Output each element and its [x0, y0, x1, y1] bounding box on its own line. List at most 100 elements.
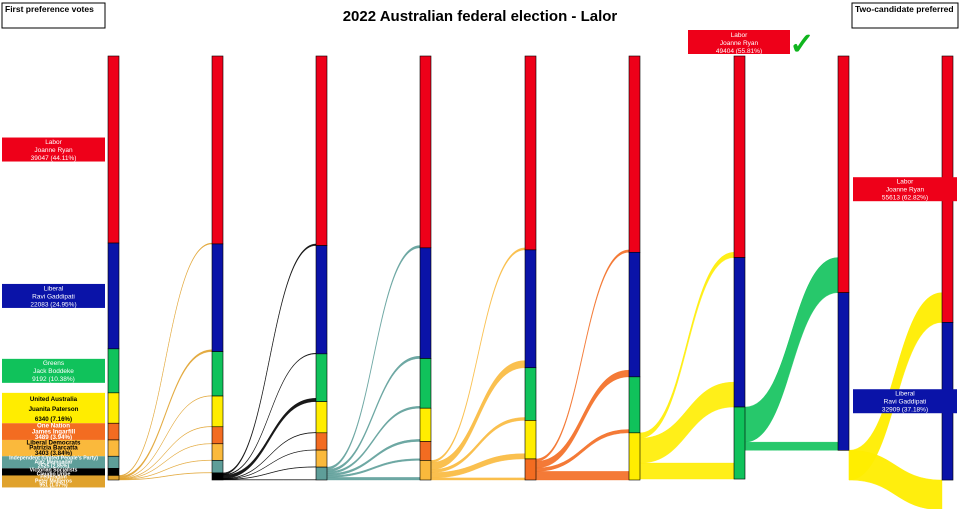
candidate-party: Liberal — [44, 285, 64, 292]
bar-segment-5-2 — [628, 376, 641, 434]
bar-segment-2-2 — [315, 353, 328, 402]
candidate-name: James Ingarfill — [32, 428, 76, 435]
bar-segment-4-4 — [524, 458, 537, 481]
bar-segment-1-4 — [211, 426, 224, 445]
bar-segment-1-3 — [211, 395, 224, 428]
flow-3-5 — [326, 477, 421, 481]
bar-segment-0-5 — [107, 439, 120, 457]
candidate-votes: 3489 (3.94%) — [35, 434, 72, 441]
bar-segment-2-1 — [315, 245, 328, 355]
tcp-name: Ravi Gaddipati — [884, 399, 927, 406]
candidate-votes: 9192 (10.38%) — [32, 376, 75, 383]
checkmark-icon: ✓ — [789, 28, 814, 61]
bar-segment-7-1 — [837, 292, 850, 451]
left-heading-box — [1, 2, 106, 29]
bar-segment-0-0 — [107, 55, 120, 244]
flow-1-2 — [118, 395, 213, 479]
flow-layer — [118, 242, 943, 509]
candidate-name: Ravi Gaddipati — [32, 293, 75, 300]
winner-callout-party: Labor — [731, 32, 748, 39]
left-heading: First preference votes — [5, 4, 94, 14]
candidate-label-box — [2, 137, 105, 162]
bar-segment-2-5 — [315, 449, 328, 468]
candidate-party: Labor — [45, 139, 62, 146]
bar-segment-1-6 — [211, 460, 224, 474]
candidate-votes: 3403 (3.84%) — [35, 450, 72, 457]
winner-callout-box — [688, 30, 790, 54]
bar-segment-0-8 — [107, 475, 120, 481]
tcp-name: Joanne Ryan — [886, 187, 925, 194]
candidate-votes: 951 (1.07%) — [39, 483, 68, 489]
tcp-votes: 32909 (37.18%) — [882, 407, 928, 414]
bar-segment-2-4 — [315, 432, 328, 451]
candidate-party: One Nation — [37, 423, 70, 430]
bar-segment-5-3 — [628, 432, 641, 481]
bar-segment-0-3 — [107, 392, 120, 424]
flow-3-1 — [326, 355, 421, 472]
bar-segment-3-2 — [419, 358, 432, 409]
tcp-party: Labor — [897, 179, 914, 186]
bar-segment-1-2 — [211, 351, 224, 397]
bar-segment-0-2 — [107, 348, 120, 394]
bar-segment-1-1 — [211, 243, 224, 352]
candidate-label-3: United Australia Juanita Paterson 6340 (7.… — [2, 392, 105, 424]
candidate-label-box — [2, 456, 105, 469]
candidate-label-box — [2, 358, 105, 383]
bar-segment-6-2 — [733, 406, 746, 480]
bar-segment-3-0 — [419, 55, 432, 249]
bar-segment-1-0 — [211, 55, 224, 245]
bar-segment-0-1 — [107, 242, 120, 350]
candidate-name: Ajaz Mamoadar — [34, 460, 72, 466]
flow-2-1 — [222, 352, 317, 476]
tcp-label-box — [853, 389, 957, 414]
flow-1-3 — [118, 426, 213, 480]
bar-segment-4-1 — [524, 249, 537, 369]
chart-title: 2022 Australian federal election - Lalor — [343, 8, 618, 25]
candidate-votes: 2525 (2.85%) — [38, 464, 69, 470]
bar-segment-1-5 — [211, 443, 224, 461]
flow-final-tcp-lib — [848, 450, 943, 509]
flow-4-0 — [430, 247, 526, 463]
flow-1-1 — [118, 349, 213, 479]
bar-segment-4-2 — [524, 367, 537, 421]
candidate-label-box — [2, 423, 105, 440]
candidate-label-6: Independent (United People's Party)Ajaz … — [2, 455, 105, 470]
winner-callout-votes: 49404 (55.81%) — [716, 48, 762, 55]
bar-segment-4-3 — [524, 420, 537, 460]
flow-3-2 — [326, 406, 421, 474]
candidate-label-box — [2, 439, 105, 457]
tcp-party: Liberal — [895, 391, 915, 398]
right-heading-box — [851, 2, 959, 29]
flow-5-0 — [535, 249, 630, 462]
bar-segment-4-0 — [524, 55, 537, 251]
flow-7-0 — [744, 257, 839, 443]
right-heading: Two-candidate preferred — [855, 4, 954, 14]
bar-segment-3-3 — [419, 407, 432, 442]
candidate-label-box — [2, 392, 105, 424]
candidate-party: Federation — [40, 475, 67, 481]
bar-segment-5-1 — [628, 251, 641, 378]
flow-3-0 — [326, 245, 421, 470]
candidate-party: Liberal Democrats — [27, 439, 82, 446]
candidate-party: Independent (United People's Party) — [9, 455, 98, 461]
candidate-party: Greens — [43, 360, 65, 367]
candidate-votes: 6340 (7.16%) — [35, 416, 72, 423]
candidate-name: Peter Mallieros — [35, 479, 72, 485]
candidate-label-box — [2, 475, 105, 488]
flow-6-2 — [639, 462, 735, 480]
tcp-votes: 55613 (62.82%) — [882, 195, 928, 202]
bar-segment-1-7 — [211, 472, 224, 481]
bar-segment-5-0 — [628, 55, 641, 253]
bar-segment-6-0 — [733, 55, 746, 258]
candidate-name: Claudio Uribe — [37, 472, 71, 478]
winner-callout: Labor Joanne Ryan 49404 (55.81%) ✓ — [688, 28, 815, 61]
flow-1-0 — [118, 242, 213, 477]
bar-segment-6-1 — [733, 257, 746, 408]
